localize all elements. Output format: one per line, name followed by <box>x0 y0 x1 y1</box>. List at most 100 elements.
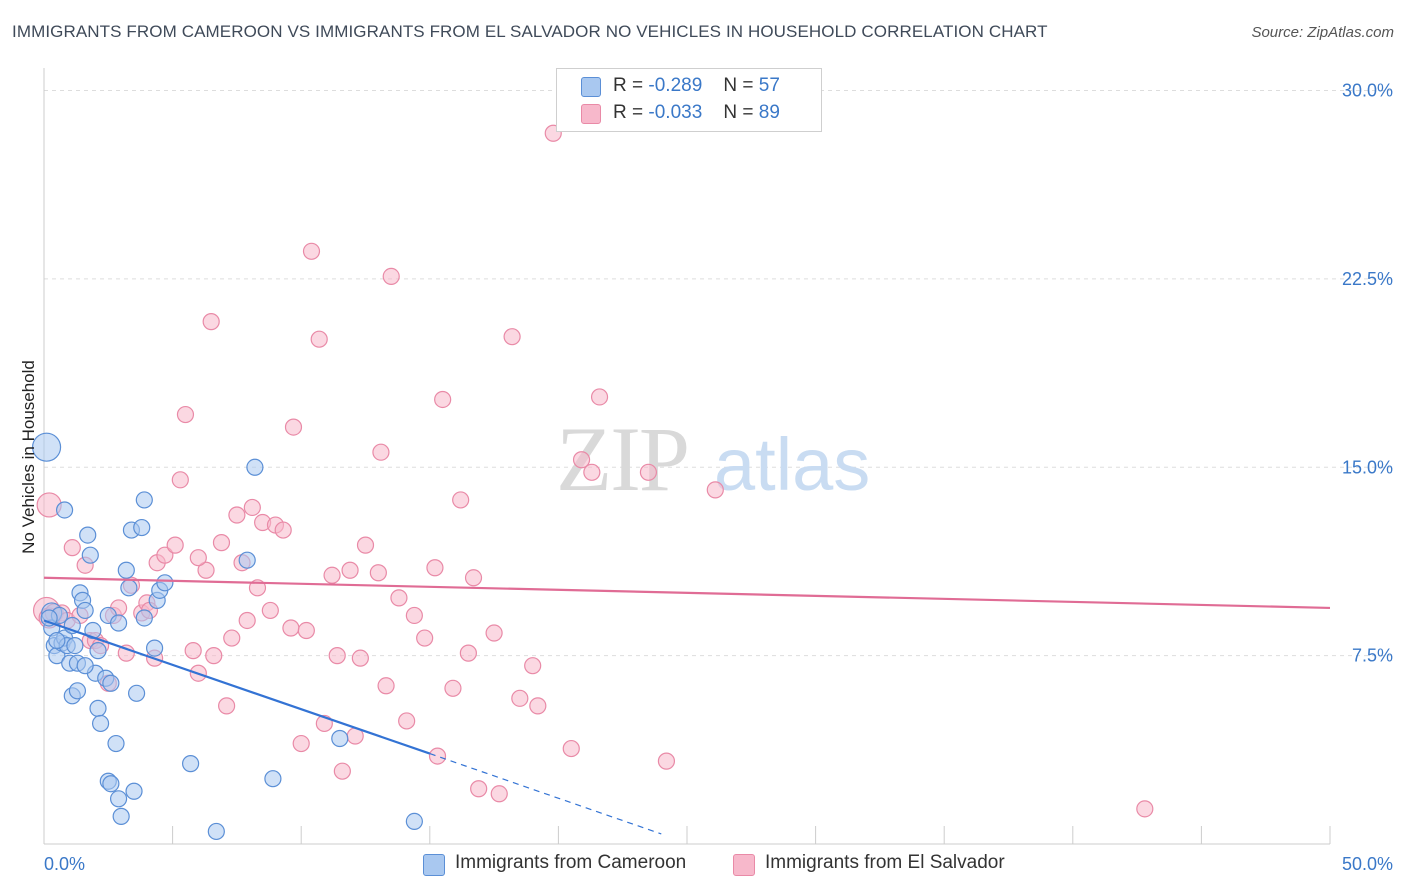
el-salvador-point <box>470 780 488 798</box>
el-salvador-point <box>572 451 591 469</box>
el-salvador-point <box>372 443 390 461</box>
source-label: Source: ZipAtlas.com <box>1251 24 1394 41</box>
cameroon-point <box>102 674 120 692</box>
el-salvador-point <box>524 657 542 675</box>
el-salvador-point <box>243 498 261 517</box>
trend-lines <box>43 576 1331 835</box>
grid <box>44 90 1395 657</box>
el-salvador-point <box>583 463 601 481</box>
el-salvador-point <box>382 267 400 286</box>
x-tick-label-max: 50.0% <box>1342 854 1393 874</box>
cameroon-point <box>238 551 256 569</box>
el-salvador-point <box>452 491 470 509</box>
el-salvador-point <box>464 569 483 587</box>
el-salvador-point <box>590 388 609 406</box>
cameroon-point <box>55 501 74 519</box>
cameroon-point <box>81 546 99 564</box>
cameroon-point <box>127 684 146 702</box>
cameroon-point <box>182 755 200 773</box>
el-salvador-point <box>166 536 184 554</box>
el-salvador-point <box>398 712 416 730</box>
bottom-legend-label-cameroon: Immigrants from Cameroon <box>455 852 687 873</box>
el-salvador-point <box>657 752 676 770</box>
cameroon-point <box>107 734 125 753</box>
el-salvador-point <box>323 566 341 584</box>
el-salvador-point <box>238 611 256 630</box>
el-salvador-point <box>706 481 724 499</box>
cameroon-point <box>156 574 174 592</box>
cameroon-point <box>135 609 153 627</box>
el-salvador-point <box>302 242 321 260</box>
legend-n-label: N = <box>723 75 754 96</box>
el-salvador-point <box>197 561 215 579</box>
el-salvador-point <box>223 629 241 647</box>
cameroon-point <box>89 642 107 660</box>
cameroon-point <box>331 729 349 748</box>
correlation-legend: R = -0.289 N = 57 R = -0.033 N = 89 <box>556 68 822 132</box>
el-salvador-point <box>377 677 395 695</box>
legend-r-value-cameroon: -0.289 <box>648 75 703 96</box>
cameroon-points <box>31 432 423 841</box>
el-salvador-point <box>562 739 580 758</box>
legend-r-label: R = <box>613 102 644 123</box>
el-salvador-point <box>356 536 375 554</box>
el-salvador-point <box>202 313 220 331</box>
el-salvador-point <box>639 463 658 481</box>
y-tick-labels: 7.5% 15.0% 22.5% 30.0% <box>1342 81 1393 666</box>
el-salvador-trend-line <box>43 576 1331 610</box>
el-salvador-point <box>63 539 81 557</box>
cameroon-point <box>246 458 264 476</box>
legend-swatch-cameroon <box>581 77 601 97</box>
el-salvador-point <box>434 390 452 409</box>
legend-r-label: R = <box>613 75 644 96</box>
el-salvador-point <box>416 629 434 647</box>
cameroon-point <box>109 790 128 808</box>
cameroon-point <box>405 812 423 830</box>
el-salvador-point <box>292 734 310 753</box>
el-salvador-point <box>529 697 547 715</box>
el-salvador-point <box>459 644 477 662</box>
el-salvador-point <box>444 679 462 697</box>
cameroon-point <box>89 699 107 717</box>
el-salvador-point <box>351 649 369 667</box>
el-salvador-point <box>176 405 195 424</box>
el-salvador-point <box>1136 800 1154 818</box>
y-tick-label: 7.5% <box>1352 646 1393 666</box>
el-salvador-point <box>390 589 408 607</box>
cameroon-point <box>68 682 87 700</box>
el-salvador-point <box>261 601 279 620</box>
bottom-legend-swatch-cameroon <box>423 854 445 876</box>
el-salvador-point <box>184 642 202 660</box>
el-salvador-points <box>32 124 1154 818</box>
legend-n-label: N = <box>723 102 754 123</box>
cameroon-point <box>135 491 153 509</box>
el-salvador-point <box>426 559 444 577</box>
el-salvador-point <box>212 534 231 552</box>
bottom-legend-swatch-el-salvador <box>733 854 755 876</box>
cameroon-point <box>76 601 94 620</box>
x-tick-label-min: 0.0% <box>44 854 85 874</box>
cameroon-point <box>102 775 120 793</box>
cameroon-point <box>109 614 128 632</box>
el-salvador-point <box>218 697 236 715</box>
cameroon-point <box>120 579 138 597</box>
el-salvador-point <box>405 606 423 625</box>
el-salvador-point <box>511 689 529 707</box>
cameroon-point <box>145 639 164 657</box>
cameroon-point <box>207 822 225 841</box>
el-salvador-point <box>171 471 189 489</box>
y-axis-label: No Vehicles in Household <box>19 360 38 554</box>
el-salvador-point <box>490 785 508 803</box>
el-salvador-point <box>297 621 315 640</box>
watermark-atlas: atlas <box>714 423 870 506</box>
cameroon-point <box>84 621 102 640</box>
el-salvador-point <box>341 561 359 579</box>
chart-title: IMMIGRANTS FROM CAMEROON VS IMMIGRANTS F… <box>12 22 1048 41</box>
el-salvador-point <box>328 647 346 665</box>
y-tick-label: 30.0% <box>1342 81 1393 101</box>
legend-n-value-cameroon: 57 <box>758 75 780 96</box>
el-salvador-point <box>333 762 351 780</box>
cameroon-trend-extension <box>429 753 662 835</box>
cameroon-point <box>264 770 282 788</box>
